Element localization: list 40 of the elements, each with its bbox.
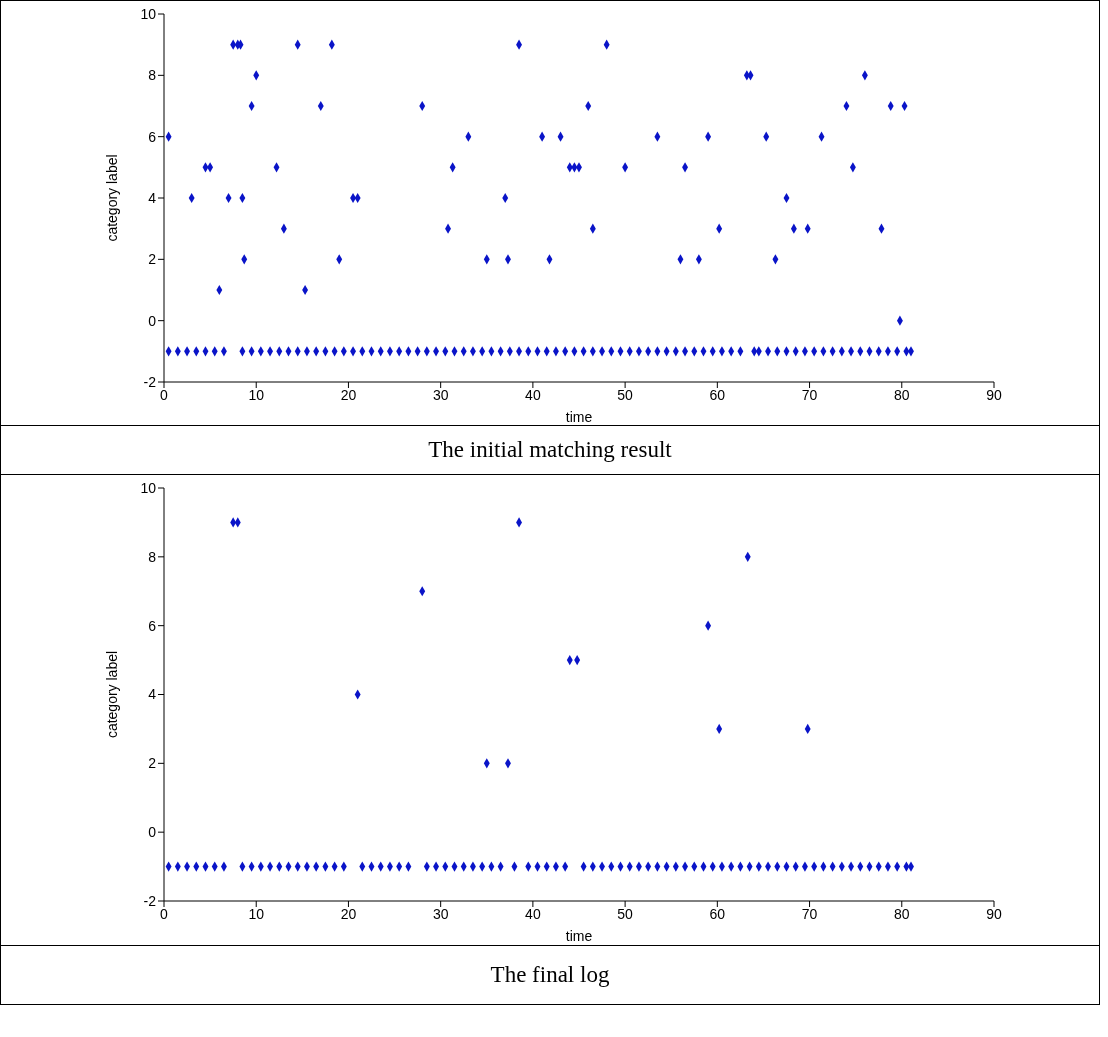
y-tick-label: 8	[148, 548, 157, 565]
y-axis-title: category label	[103, 154, 120, 242]
x-tick-label: 0	[160, 386, 169, 403]
x-tick-label: 80	[893, 905, 910, 922]
y-tick-label: 4	[148, 189, 157, 206]
y-tick-label: -2	[143, 892, 157, 909]
y-tick-label: -2	[143, 373, 157, 390]
x-tick-label: 10	[248, 386, 265, 403]
x-tick-label: 10	[248, 905, 265, 922]
x-tick-label: 20	[340, 386, 357, 403]
x-tick-label: 0	[160, 905, 169, 922]
y-tick-label: 2	[148, 251, 157, 268]
y-tick-label: 10	[140, 5, 157, 22]
y-tick-label: 0	[148, 824, 157, 841]
x-tick-label: 70	[801, 905, 818, 922]
x-tick-label: 60	[709, 905, 726, 922]
y-tick-label: 2	[148, 755, 157, 772]
y-tick-label: 6	[148, 128, 157, 145]
x-tick-label: 60	[709, 386, 726, 403]
x-tick-label: 50	[617, 386, 634, 403]
x-tick-label: 30	[432, 905, 449, 922]
x-tick-label: 40	[525, 905, 541, 922]
x-tick-label: 90	[986, 386, 1002, 403]
text: The final log	[490, 962, 610, 988]
x-tick-label: 40	[525, 386, 541, 403]
x-tick-label: 20	[340, 905, 357, 922]
x-tick-label: 30	[432, 386, 449, 403]
y-axis-title: category label	[103, 650, 120, 739]
x-tick-label: 70	[801, 386, 818, 403]
x-axis-title: time	[565, 409, 593, 425]
x-axis-title: time	[565, 928, 593, 944]
x-tick-label: 50	[617, 905, 634, 922]
x-tick-label: 90	[986, 905, 1002, 922]
y-tick-label: 0	[148, 312, 157, 329]
text: The initial matching result	[428, 437, 672, 463]
x-tick-label: 80	[893, 386, 910, 403]
y-tick-label: 4	[148, 686, 157, 703]
y-tick-label: 8	[148, 67, 157, 84]
y-tick-label: 6	[148, 617, 157, 634]
y-tick-label: 10	[140, 479, 157, 496]
